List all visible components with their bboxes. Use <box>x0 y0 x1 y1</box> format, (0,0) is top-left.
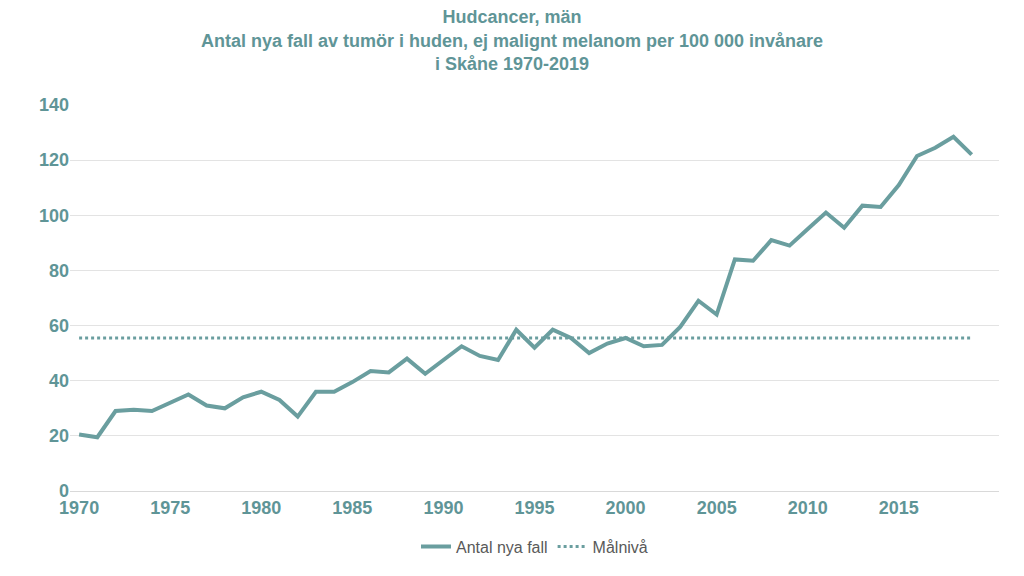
svg-text:60: 60 <box>49 316 69 336</box>
svg-text:80: 80 <box>49 261 69 281</box>
svg-text:1980: 1980 <box>241 498 281 518</box>
svg-text:2000: 2000 <box>606 498 646 518</box>
svg-text:0: 0 <box>59 481 69 501</box>
svg-text:20: 20 <box>49 426 69 446</box>
svg-text:1970: 1970 <box>59 498 99 518</box>
svg-text:1990: 1990 <box>423 498 463 518</box>
svg-text:Målnivå: Målnivå <box>593 539 648 556</box>
svg-text:1995: 1995 <box>514 498 554 518</box>
svg-text:1975: 1975 <box>150 498 190 518</box>
svg-text:Antal nya fall: Antal nya fall <box>456 539 548 556</box>
svg-text:120: 120 <box>39 150 69 170</box>
svg-text:2005: 2005 <box>697 498 737 518</box>
svg-text:2015: 2015 <box>879 498 919 518</box>
svg-text:Hudcancer, mänAntal nya fall a: Hudcancer, mänAntal nya fall av tumör i … <box>201 7 823 74</box>
svg-text:40: 40 <box>49 371 69 391</box>
svg-text:2010: 2010 <box>788 498 828 518</box>
svg-text:100: 100 <box>39 206 69 226</box>
svg-text:1985: 1985 <box>332 498 372 518</box>
svg-text:140: 140 <box>39 95 69 115</box>
